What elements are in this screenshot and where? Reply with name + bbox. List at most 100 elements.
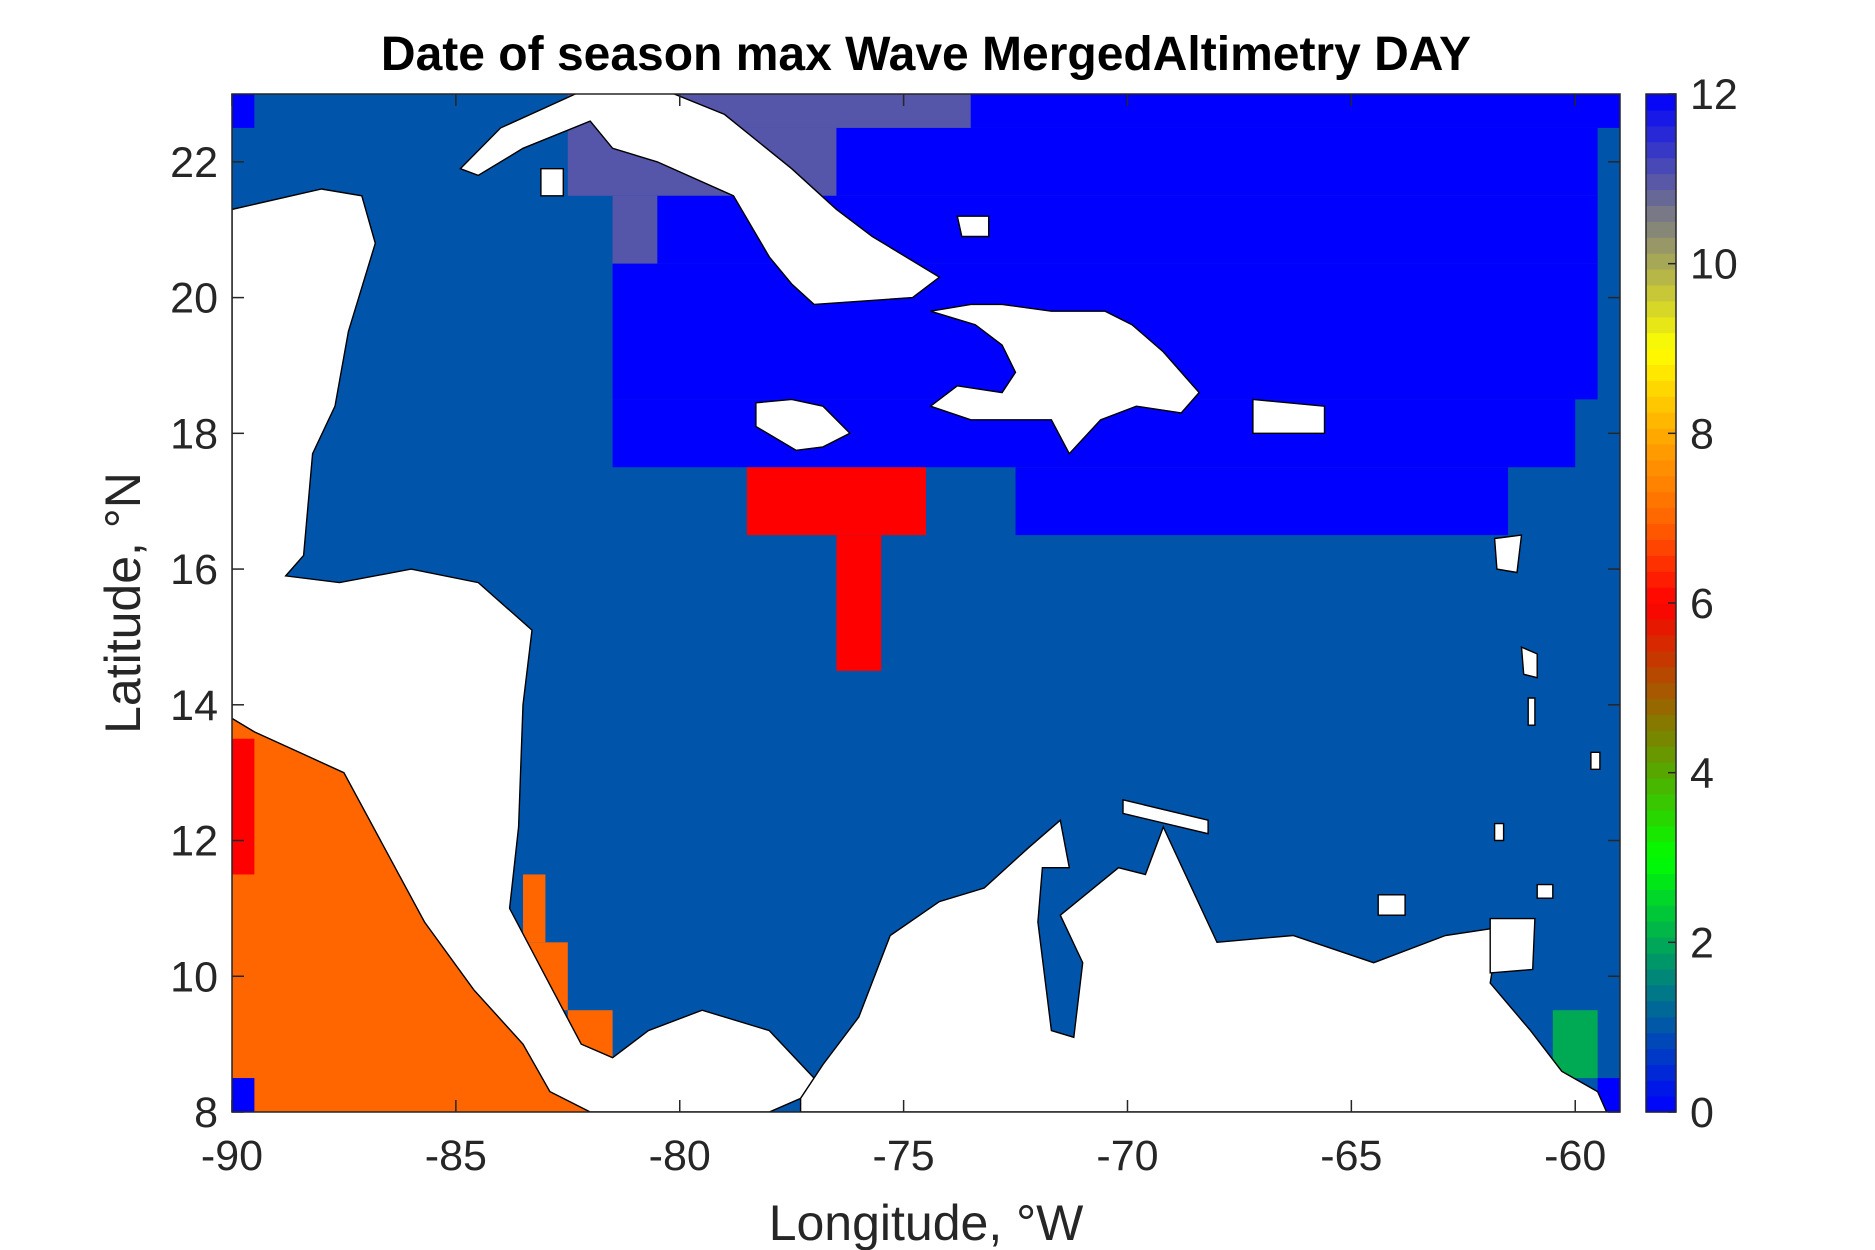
colorbar-segment — [1646, 173, 1676, 191]
colorbar-segment — [1646, 428, 1676, 445]
colorbar-segment — [1646, 857, 1676, 875]
colorbar-segment — [1646, 189, 1676, 206]
colorbar-segment — [1646, 777, 1676, 795]
land-st-lucia — [1527, 697, 1536, 726]
land-south-america — [799, 818, 1608, 1112]
colorbar-segment — [1646, 793, 1676, 811]
y-tick-label: 12 — [170, 818, 218, 866]
heatmap-cell-2 — [970, 94, 1620, 128]
heatmap-cell-5 — [612, 195, 658, 264]
colorbar-segment — [1646, 650, 1676, 668]
y-tick-label: 8 — [194, 1089, 218, 1137]
y-axis-label: Latitude, °N — [95, 472, 151, 734]
x-tick-label: -80 — [649, 1132, 711, 1180]
colorbar-segment — [1646, 364, 1676, 381]
colorbar-segment — [1646, 889, 1676, 906]
colorbar-segment — [1646, 109, 1676, 127]
x-tick-label: -70 — [1096, 1132, 1158, 1180]
heatmap-cell-11 — [836, 535, 882, 671]
colorbar-segment — [1646, 1016, 1676, 1034]
colorbar-tick-label: 10 — [1690, 241, 1738, 289]
colorbar-segment — [1646, 905, 1676, 922]
colorbar-segment — [1646, 1048, 1676, 1065]
land-isla-de-la-juventud — [540, 167, 564, 197]
colorbar-segment — [1646, 968, 1676, 986]
colorbar-segment — [1646, 873, 1676, 890]
x-tick-label: -65 — [1320, 1132, 1382, 1180]
colorbar-tick-label: 12 — [1690, 71, 1738, 119]
colorbar-segment — [1646, 459, 1676, 477]
land-puerto-rico — [1252, 398, 1326, 434]
colorbar-segment — [1646, 952, 1676, 970]
land-margarita — [1377, 894, 1406, 916]
land-barbados — [1590, 751, 1601, 770]
land-grenada — [1493, 822, 1505, 842]
colorbar-segment — [1646, 221, 1676, 238]
colorbar-segment — [1646, 332, 1676, 350]
heatmap-pacific-region — [232, 718, 801, 1112]
colorbar-segment — [1646, 348, 1676, 366]
y-tick-label: 22 — [170, 139, 218, 187]
axes: -90 -85 -80 -75 -70 -65 -60 8 10 12 14 16 18 20 22 — [170, 93, 1621, 1180]
colorbar-segment — [1646, 491, 1676, 509]
colorbar-segment — [1646, 1032, 1676, 1049]
colorbar-segment — [1646, 253, 1676, 270]
colorbar-tick-label: 8 — [1690, 410, 1714, 458]
colorbar-segment — [1646, 443, 1676, 461]
colorbar-segment — [1646, 825, 1676, 843]
colorbar-segment — [1646, 698, 1676, 715]
y-tick-label: 10 — [170, 953, 218, 1001]
colorbar-segment — [1646, 762, 1676, 779]
x-tick-label: -90 — [201, 1132, 263, 1180]
colorbar-segment — [1646, 634, 1676, 652]
colorbar-segment — [1646, 157, 1676, 175]
colorbar-segment — [1646, 507, 1676, 525]
colorbar-tick-label: 2 — [1690, 919, 1714, 967]
colorbar-segment — [1646, 237, 1676, 254]
land-andros — [756, 0, 783, 26]
heatmap-cell-pacific-0 — [523, 874, 546, 943]
x-tick-label: -60 — [1544, 1132, 1606, 1180]
colorbar-tick-label: 0 — [1690, 1089, 1714, 1137]
x-axis-label: Longitude, °W — [769, 1195, 1084, 1250]
colorbar-segment — [1646, 268, 1676, 286]
land-tobago — [1536, 883, 1554, 899]
colorbar-segment — [1646, 1064, 1676, 1081]
land-grande-terre-guadeloupe — [1493, 534, 1523, 574]
land-jamaica — [755, 398, 852, 452]
colorbar-segment — [1646, 730, 1676, 747]
colorbar-tick-label: 6 — [1690, 580, 1714, 628]
colorbar-segment — [1646, 618, 1676, 636]
heatmap-cell-13 — [1552, 1010, 1598, 1079]
y-tick-label: 20 — [170, 275, 218, 323]
land-aruba-curacao-bonaire — [1122, 798, 1209, 835]
colorbar-segment — [1646, 300, 1676, 318]
heatmap-cell-14 — [232, 1078, 255, 1112]
colorbar-segment — [1646, 1000, 1676, 1018]
colorbar-segment — [1646, 412, 1676, 429]
heatmap-cell-9 — [1015, 467, 1509, 536]
colorbar-segment — [1646, 475, 1676, 493]
colorbar: 0 2 4 6 8 10 12 — [1645, 71, 1738, 1137]
land-martinique — [1520, 645, 1538, 679]
colorbar-segment — [1646, 316, 1676, 334]
colorbar-segment — [1646, 746, 1676, 763]
heatmap-cell-12 — [232, 738, 255, 875]
colorbar-segment — [1646, 714, 1676, 731]
land-great-inagua — [956, 215, 990, 238]
y-tick-label: 14 — [170, 682, 218, 730]
colorbar-segment — [1646, 141, 1676, 159]
colorbar-segment — [1646, 841, 1676, 859]
colorbar-segment — [1646, 682, 1676, 700]
colorbar-segment — [1646, 1080, 1676, 1097]
colorbar-segment — [1646, 94, 1676, 111]
plot-frame — [231, 93, 1621, 1113]
colorbar-segment — [1646, 539, 1676, 556]
land-cuba — [459, 94, 941, 306]
land-hispaniola — [929, 303, 1201, 455]
colorbar-segment — [1646, 921, 1676, 938]
heatmap-cell-0 — [232, 94, 255, 128]
plot-area — [232, 0, 1620, 1112]
x-tick-label: -75 — [873, 1132, 935, 1180]
heatmap-cell-10 — [746, 467, 926, 536]
